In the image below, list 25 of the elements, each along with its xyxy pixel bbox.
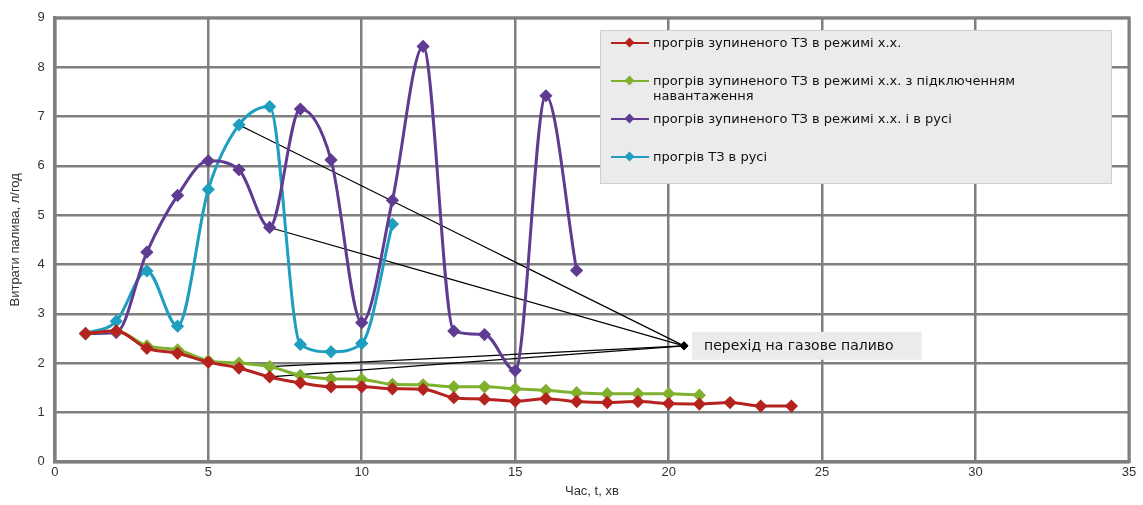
y-tick-label: 5 <box>37 206 45 222</box>
y-tick-label: 8 <box>37 58 45 74</box>
y-tick-label: 4 <box>37 256 45 272</box>
legend-label: прогрів зупиненого ТЗ в режимі х.х. <box>653 35 902 50</box>
y-tick-label: 2 <box>37 354 45 370</box>
annotation: перехід на газове паливо <box>703 336 894 353</box>
y-axis-title: Витрати палива, л/год <box>7 172 23 307</box>
y-tick-label: 1 <box>37 404 45 420</box>
legend-label: прогрів зупиненого ТЗ в режимі х.х. і в русі <box>653 111 952 126</box>
y-tick-label: 0 <box>37 453 45 469</box>
x-tick-label: 15 <box>507 464 523 480</box>
y-tick-label: 7 <box>37 108 45 124</box>
legend-label: прогрів ТЗ в русі <box>653 149 768 164</box>
y-tick-label: 9 <box>37 9 45 25</box>
x-tick-label: 5 <box>204 464 212 480</box>
x-tick-label: 10 <box>354 464 369 480</box>
x-tick-label: 30 <box>968 464 983 480</box>
y-tick-label: 6 <box>37 157 45 173</box>
x-tick-label: 0 <box>51 464 59 480</box>
x-tick-label: 35 <box>1121 464 1137 480</box>
y-tick-label: 3 <box>37 305 45 321</box>
x-axis-title: Час, t, хв <box>564 482 619 498</box>
x-tick-label: 20 <box>661 464 676 480</box>
legend-label: прогрів зупиненого ТЗ в режимі х.х. з підключенням навантаження <box>653 73 1017 103</box>
x-tick-label: 25 <box>814 464 830 480</box>
